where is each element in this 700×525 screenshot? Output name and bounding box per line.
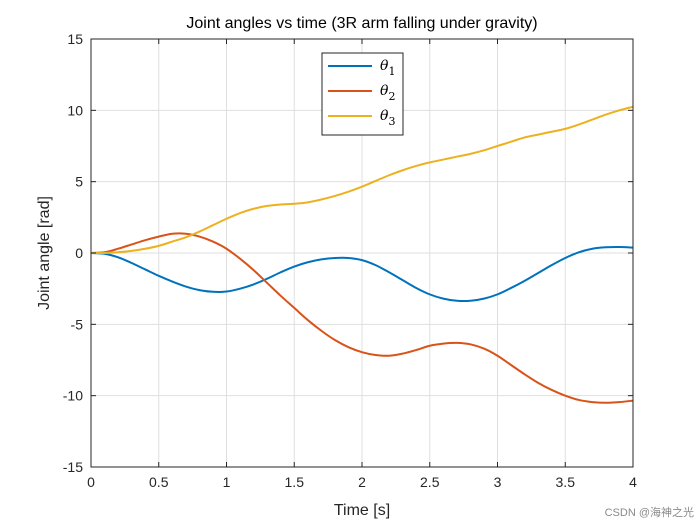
x-tick-label: 1.5	[285, 474, 305, 490]
y-tick-label: 5	[75, 174, 83, 190]
x-tick-label: 4	[629, 474, 637, 490]
y-tick-label: 10	[67, 102, 83, 118]
series-lines	[90, 105, 634, 404]
y-tick-label: -5	[71, 316, 84, 332]
y-tick-label: 0	[75, 245, 83, 261]
series-line-theta-3	[90, 105, 634, 255]
series-line-theta-1	[90, 245, 634, 303]
legend-subscript: 1	[388, 65, 395, 78]
axis-ticks	[90, 38, 634, 468]
x-tick-label: 3	[494, 474, 502, 490]
x-tick-label: 2	[358, 474, 366, 490]
y-tick-label: -15	[63, 459, 83, 475]
series-line-theta-2	[90, 232, 634, 404]
x-tick-label: 0	[87, 474, 95, 490]
x-tick-label: 0.5	[149, 474, 169, 490]
y-tick-label: -10	[63, 388, 83, 404]
x-tick-label: 1	[223, 474, 231, 490]
x-axis-label: Time [s]	[334, 502, 390, 519]
x-tick-label: 2.5	[420, 474, 440, 490]
tick-labels: 0 0.5 1 1.5 2 2.5 3 3.5 4 -15 -10 -5 0 5 10 15	[63, 31, 637, 490]
x-tick-label: 3.5	[556, 474, 576, 490]
y-tick-label: 15	[67, 31, 83, 47]
watermark: CSDN @海神之光	[604, 507, 694, 519]
chart-title: Joint angles vs time (3R arm falling und…	[186, 15, 537, 32]
legend-subscript: 3	[388, 115, 395, 128]
legend-subscript: 2	[388, 90, 395, 103]
y-axis-label: Joint angle [rad]	[36, 196, 53, 310]
